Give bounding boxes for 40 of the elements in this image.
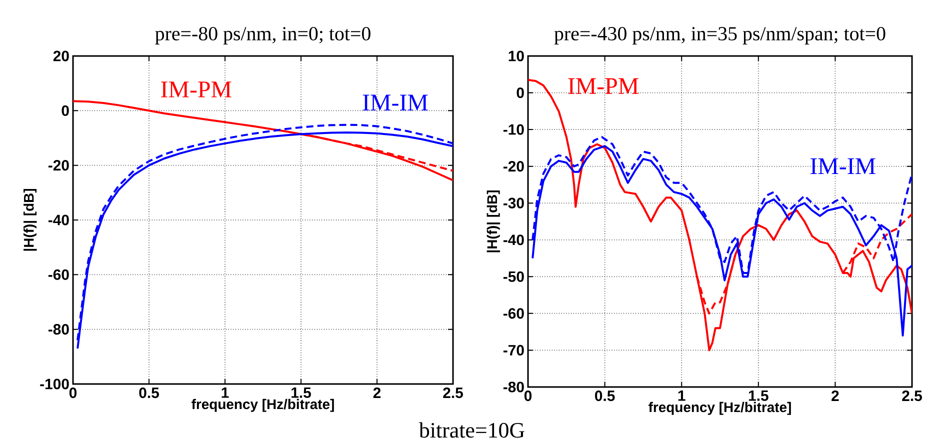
y-tick-label: -60 <box>503 308 524 319</box>
y-tick-label: 10 <box>508 50 524 62</box>
y-axis-title: |H(f)| [dB] <box>486 190 500 252</box>
y-tick-label: -60 <box>48 269 69 280</box>
y-tick-label: -20 <box>503 161 524 172</box>
x-tick-label: 2 <box>373 388 381 398</box>
x-tick-label: 1 <box>678 390 686 401</box>
y-tick-label: 0 <box>62 105 69 116</box>
y-tick-label: -20 <box>48 160 69 171</box>
x-tick-label: 1.5 <box>748 390 768 401</box>
series-label: IM-IM <box>810 158 876 174</box>
x-tick-label: 2.5 <box>902 390 922 402</box>
x-tick-label: 2 <box>832 390 839 401</box>
y-axis-title: |H(f)| [dB] <box>24 188 37 251</box>
y-tick-label: 0 <box>516 87 524 98</box>
x-tick-label: 0.5 <box>595 390 615 402</box>
x-tick-label: 1 <box>222 388 229 398</box>
y-tick-label: -40 <box>48 214 69 226</box>
x-axis-title: frequency [Hz/bitrate] <box>192 398 334 412</box>
y-tick-label: -80 <box>503 382 524 392</box>
x-tick-label: 1.5 <box>292 388 311 398</box>
y-tick-label: -100 <box>40 378 69 390</box>
chart-title: pre=-430 ps/nm, in=35 ps/nm/span; tot=0 <box>554 26 886 44</box>
y-tick-label: -40 <box>503 234 524 246</box>
y-tick-label: -80 <box>48 324 69 335</box>
series-label: IM-PM <box>161 82 232 98</box>
text: bitrate=10G <box>418 422 524 438</box>
x-tick-label: 0 <box>524 390 532 402</box>
y-tick-label: -50 <box>503 271 524 282</box>
series-label: IM-IM <box>362 94 428 110</box>
y-tick-label: -30 <box>503 198 524 208</box>
x-tick-label: 0 <box>69 388 77 398</box>
y-tick-label: 20 <box>53 50 69 62</box>
series-label: IM-PM <box>568 78 638 94</box>
x-tick-label: 0.5 <box>139 388 159 398</box>
x-axis-title: frequency [Hz/bitrate] <box>648 402 791 415</box>
y-tick-label: -10 <box>503 124 524 135</box>
y-tick-label: -70 <box>503 344 524 356</box>
x-tick-label: 2.5 <box>443 388 463 398</box>
chart-title: pre=-80 ps/nm, in=0; tot=0 <box>155 26 370 44</box>
